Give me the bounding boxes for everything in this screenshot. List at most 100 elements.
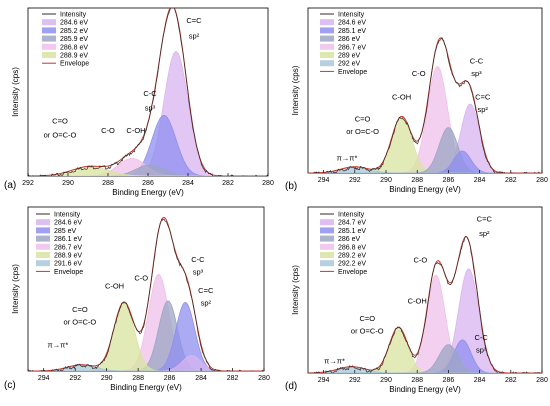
peak-annotation: C-OH bbox=[105, 281, 124, 290]
legend-entry: 291.6 eV bbox=[54, 261, 82, 268]
x-tick-label: 294 bbox=[318, 377, 330, 384]
peak-annotation: sp² bbox=[189, 32, 200, 41]
x-tick-label: 288 bbox=[132, 375, 144, 382]
peak-annotation: sp² bbox=[201, 299, 212, 308]
legend-swatch bbox=[42, 35, 56, 42]
legend-entry: 286.7 eV bbox=[338, 44, 366, 51]
peak-289-eV bbox=[308, 116, 542, 173]
peak-annotation: C-C bbox=[143, 89, 157, 98]
y-axis-label: Intensity (cps) bbox=[11, 264, 20, 314]
peak-annotation: C-OH bbox=[126, 126, 145, 135]
peak-annotation: C-C bbox=[470, 56, 484, 65]
legend-entry: 284.7 eV bbox=[338, 220, 366, 227]
x-tick-label: 294 bbox=[38, 375, 50, 382]
legend-swatch bbox=[42, 43, 56, 50]
legend-entry: Envelope bbox=[60, 61, 89, 68]
legend-entry: Intensity bbox=[338, 212, 365, 219]
legend-entry: 284.6 eV bbox=[54, 220, 82, 227]
peak-285_9-eV bbox=[28, 164, 268, 176]
legend-swatch bbox=[320, 243, 334, 250]
intensity-line bbox=[28, 218, 264, 371]
peak-annotation: C-O bbox=[134, 274, 148, 283]
x-tick-label: 286 bbox=[443, 377, 455, 384]
legend-swatch bbox=[320, 227, 334, 234]
legend-entry: 286.8 eV bbox=[338, 244, 366, 251]
peak-annotation: sp² bbox=[478, 105, 489, 114]
panel-letter: (d) bbox=[285, 381, 297, 392]
peak-annotation: or O=C-O bbox=[351, 327, 384, 336]
legend-entry: Envelope bbox=[54, 269, 83, 276]
legend-entry: Intensity bbox=[60, 12, 87, 19]
legend-entry: 284.6 eV bbox=[338, 20, 366, 27]
peak-286-eV bbox=[308, 127, 542, 173]
legend-entry: Intensity bbox=[54, 212, 81, 219]
x-tick-label: 292 bbox=[22, 180, 34, 187]
peak-annotation: sp³ bbox=[145, 104, 156, 113]
legend-swatch bbox=[320, 219, 334, 226]
x-tick-label: 292 bbox=[349, 377, 361, 384]
peak-annotation: C=O bbox=[52, 116, 68, 125]
x-tick-label: 288 bbox=[411, 177, 423, 184]
legend-entry: 288.9 eV bbox=[60, 53, 88, 60]
x-tick-label: 290 bbox=[380, 377, 392, 384]
legend-entry: Envelope bbox=[338, 269, 367, 276]
peak-annotation: C=C bbox=[198, 286, 214, 295]
peak-annotation: C=O bbox=[355, 114, 371, 123]
peak-annotation: C-OH bbox=[392, 92, 411, 101]
peak-annotation: C=C bbox=[186, 16, 202, 25]
peak-annotation: C=O bbox=[72, 305, 88, 314]
peak-annotation: C=O bbox=[359, 314, 375, 323]
panel-c: 294 292 290 288 286 284 282 280 Binding Energy (… bbox=[4, 206, 270, 392]
x-tick-label: 286 bbox=[443, 177, 455, 184]
legend-entry: 289 eV bbox=[338, 53, 361, 60]
x-tick-label: 290 bbox=[62, 180, 74, 187]
y-axis-label: Intensity (cps) bbox=[291, 265, 300, 315]
legend-swatch bbox=[36, 243, 50, 250]
x-tick-label: 280 bbox=[536, 177, 548, 184]
legend-swatch bbox=[42, 52, 56, 58]
peak-annotation: sp³ bbox=[476, 345, 487, 354]
peak-annotation: π→π* bbox=[324, 357, 345, 366]
peak-annotation: C-C bbox=[191, 255, 205, 264]
legend-entry: Envelope bbox=[338, 69, 367, 76]
x-tick-label: 292 bbox=[349, 177, 361, 184]
legend-swatch bbox=[320, 252, 334, 258]
x-tick-label: 288 bbox=[102, 180, 114, 187]
x-axis-label: Binding Energy (eV) bbox=[110, 383, 182, 392]
x-tick-label: 290 bbox=[101, 375, 113, 382]
legend-entry: 285.9 eV bbox=[60, 36, 88, 43]
x-axis-label: Binding Energy (eV) bbox=[112, 188, 184, 197]
legend-entry: 285.2 eV bbox=[60, 28, 88, 35]
peak-annotation: C-OH bbox=[408, 297, 427, 306]
legend-swatch bbox=[42, 27, 56, 34]
legend-entry: 286.7 eV bbox=[54, 244, 82, 251]
peak-annotation: C-O bbox=[412, 69, 426, 78]
y-axis-label: Intensity (cps) bbox=[11, 67, 20, 117]
panel-letter: (c) bbox=[4, 380, 16, 391]
legend-swatch bbox=[320, 260, 334, 267]
legend-swatch bbox=[320, 60, 334, 67]
panel-b: 294 292 290 288 286 284 282 280 Binding Energy (… bbox=[285, 7, 548, 194]
x-tick-label: 284 bbox=[182, 180, 194, 187]
legend-entry: 285 eV bbox=[54, 228, 77, 235]
peak-annotation: or O=C-O bbox=[44, 131, 77, 140]
peak-annotation: or O=C-O bbox=[64, 317, 97, 326]
peak-286_7-eV bbox=[28, 273, 264, 371]
x-tick-label: 284 bbox=[474, 177, 486, 184]
x-tick-label: 292 bbox=[69, 375, 81, 382]
legend-entry: 284.6 eV bbox=[60, 20, 88, 27]
panel-letter: (a) bbox=[4, 180, 16, 191]
x-tick-label: 282 bbox=[222, 180, 234, 187]
peak-286-eV bbox=[308, 344, 542, 373]
peak-288_9-eV bbox=[28, 302, 264, 371]
x-tick-label: 284 bbox=[474, 377, 486, 384]
legend-entry: 292 eV bbox=[338, 61, 361, 68]
x-tick-label: 282 bbox=[505, 377, 517, 384]
legend-entry: 289.2 eV bbox=[338, 253, 366, 260]
legend-entry: 286 eV bbox=[338, 236, 361, 243]
legend-swatch bbox=[42, 19, 56, 26]
x-tick-label: 280 bbox=[262, 180, 274, 187]
